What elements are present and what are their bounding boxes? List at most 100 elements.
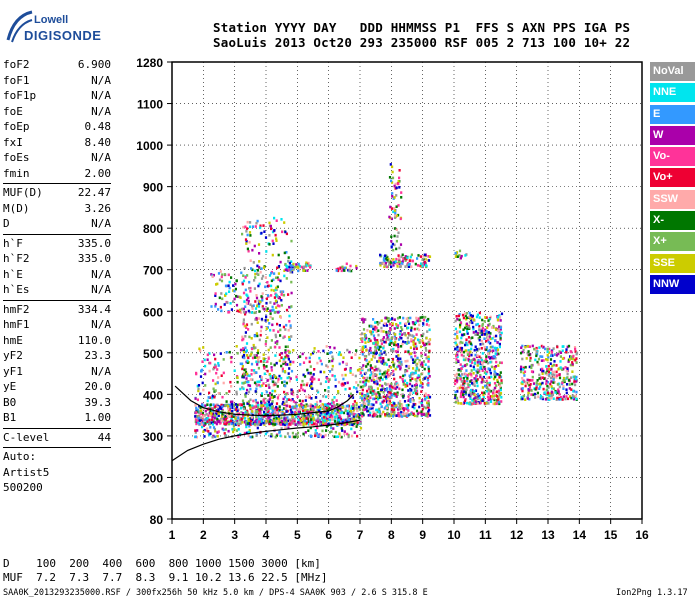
echo-point (457, 373, 460, 376)
echo-point (227, 422, 231, 426)
echo-point (427, 341, 430, 344)
echo-point (265, 402, 268, 406)
x-tick-label: 2 (200, 528, 207, 542)
echo-point (387, 358, 390, 362)
echo-point (295, 433, 298, 436)
echo-point (246, 420, 249, 423)
echo-point (401, 342, 404, 346)
echo-point (295, 415, 298, 419)
echo-point (457, 401, 460, 405)
echo-point (312, 418, 315, 422)
echo-point (314, 403, 317, 406)
echo-point (304, 410, 307, 414)
echo-point (312, 407, 315, 410)
echo-point (245, 230, 248, 233)
echo-point (409, 346, 412, 349)
echo-point (467, 385, 470, 389)
echo-point (520, 397, 523, 401)
echo-point (373, 337, 376, 340)
echo-point (348, 414, 351, 418)
echo-point (363, 338, 367, 341)
echo-point (308, 410, 311, 414)
echo-point (363, 397, 366, 400)
echo-point (194, 431, 197, 434)
echo-point (412, 361, 415, 364)
echo-point (263, 413, 266, 416)
echo-point (255, 221, 258, 225)
echo-point (228, 286, 231, 290)
echo-point (296, 435, 299, 438)
echo-point (253, 244, 256, 248)
echo-point (353, 417, 356, 421)
echo-point (294, 410, 297, 414)
echo-point (264, 432, 267, 436)
echo-point (394, 333, 397, 336)
echo-point (481, 362, 484, 366)
echo-point (465, 386, 468, 390)
echo-point (264, 342, 267, 346)
echo-point (548, 394, 551, 398)
echo-point (487, 392, 490, 395)
echo-point (380, 396, 383, 399)
echo-point (379, 345, 382, 349)
echo-point (358, 422, 361, 425)
echo-point (243, 266, 246, 270)
echo-point (327, 394, 330, 398)
echo-point (245, 240, 248, 243)
echo-point (274, 335, 278, 339)
echo-point (547, 386, 550, 389)
echo-point (412, 412, 415, 416)
echo-point (317, 378, 320, 381)
echo-point (331, 355, 334, 359)
echo-point (202, 407, 205, 410)
echo-point (322, 423, 325, 426)
echo-point (492, 377, 496, 381)
echo-point (284, 406, 287, 410)
echo-point (571, 370, 574, 373)
param-name: fxI (3, 135, 23, 149)
echo-point (479, 367, 482, 370)
echo-point (428, 375, 431, 378)
echo-point (413, 345, 416, 349)
echo-point (468, 402, 471, 406)
echo-point (275, 239, 278, 242)
echo-point (265, 419, 268, 423)
echo-point (309, 365, 312, 368)
echo-point (365, 397, 368, 400)
echo-point (229, 406, 232, 410)
echo-point (248, 280, 251, 284)
echo-point (338, 351, 341, 354)
echo-point (529, 379, 532, 382)
echo-point (427, 394, 430, 397)
echo-point (407, 326, 410, 330)
echo-point (478, 362, 481, 365)
echo-point (238, 310, 241, 313)
echo-point (206, 416, 209, 420)
echo-point (367, 352, 371, 356)
echo-point (405, 364, 408, 368)
echo-point (286, 345, 289, 348)
echo-point (210, 305, 213, 308)
echo-point (340, 422, 343, 426)
echo-point (470, 388, 473, 392)
echo-point (330, 412, 333, 415)
echo-point (369, 388, 372, 392)
echo-point (248, 240, 251, 244)
echo-point (547, 355, 550, 359)
echo-point (206, 399, 209, 403)
echo-point (375, 351, 378, 355)
echo-point (384, 256, 387, 260)
echo-point (212, 412, 215, 416)
echo-point (418, 328, 421, 332)
echo-point (476, 313, 479, 317)
echo-point (472, 331, 475, 334)
echo-point (298, 420, 301, 423)
echo-point (464, 388, 467, 391)
echo-point (351, 417, 354, 421)
echo-point (295, 375, 298, 379)
echo-point (302, 425, 305, 428)
echo-point (224, 293, 227, 297)
echo-point (346, 412, 349, 415)
echo-point (388, 322, 392, 326)
echo-point (375, 380, 378, 383)
